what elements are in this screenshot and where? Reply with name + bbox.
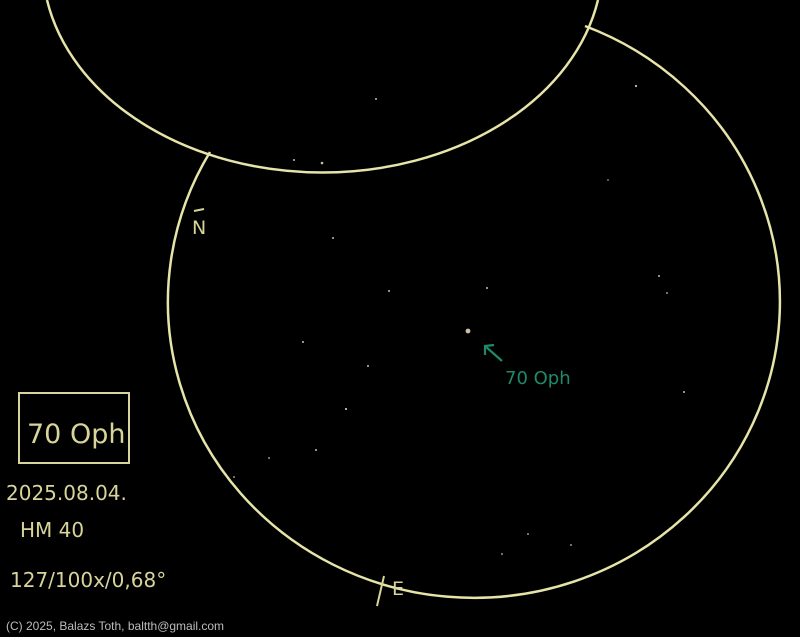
star — [367, 365, 369, 367]
star — [658, 275, 660, 277]
star — [666, 292, 668, 294]
star — [268, 457, 270, 459]
star — [293, 159, 295, 161]
star-70-oph — [465, 328, 471, 334]
instrument: HM 40 — [20, 518, 84, 542]
target-label: 70 Oph — [27, 419, 125, 450]
star — [634, 84, 638, 88]
star — [683, 391, 685, 393]
upper-field-circle — [45, 0, 600, 174]
star — [344, 407, 348, 411]
star — [375, 98, 377, 100]
north-mark: N — [192, 217, 206, 239]
arrow-pointer-icon — [483, 343, 503, 362]
star — [388, 290, 390, 292]
star-field — [233, 84, 685, 555]
star — [501, 553, 503, 555]
star — [320, 161, 324, 165]
copyright-credit: (C) 2025, Balazs Toth, baltth@gmail.com — [6, 619, 225, 633]
main-field-circle — [166, 24, 782, 599]
north-tick — [193, 208, 205, 212]
star — [607, 179, 609, 181]
east-tick — [376, 575, 385, 607]
star — [302, 341, 304, 343]
pointer-label: 70 Oph — [505, 368, 571, 389]
east-mark: E — [392, 578, 404, 600]
star — [315, 449, 317, 451]
observation-date: 2025.08.04. — [6, 481, 127, 505]
star — [486, 287, 488, 289]
star — [332, 237, 334, 239]
star — [527, 533, 529, 535]
star — [233, 476, 235, 478]
star — [570, 544, 572, 546]
target-label-box — [18, 392, 130, 464]
optical-settings: 127/100x/0,68° — [10, 568, 166, 592]
